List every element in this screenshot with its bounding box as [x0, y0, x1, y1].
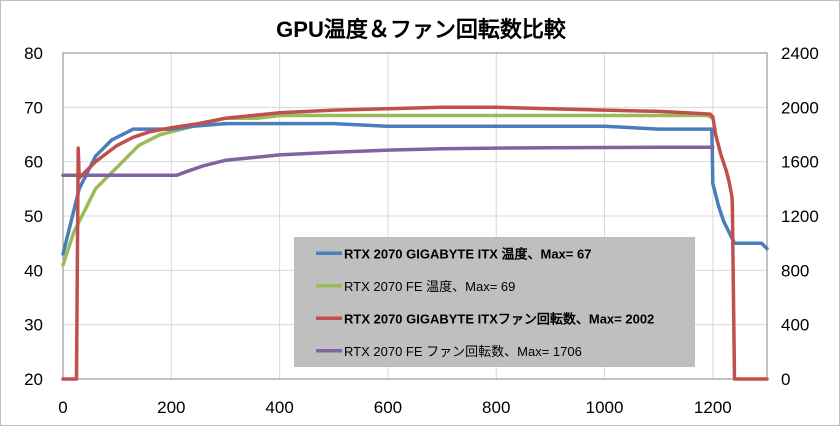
- legend: RTX 2070 GIGABYTE ITX 温度、Max= 67 RTX 2070…: [294, 237, 695, 367]
- x-tick-label: 0: [58, 398, 67, 417]
- x-tick-label: 200: [157, 398, 185, 417]
- y-left-tick-label: 20: [24, 370, 43, 389]
- series-layer: [61, 105, 769, 381]
- legend-label: RTX 2070 FE 温度、Max= 69: [344, 279, 515, 294]
- legend-label: RTX 2070 GIGABYTE ITXファン回転数、Max= 2002: [344, 311, 654, 326]
- y-right-tick-label: 2400: [781, 44, 819, 63]
- y-left-tick-label: 60: [24, 153, 43, 172]
- plot-area-border: [62, 52, 768, 380]
- y-right-tick-label: 800: [781, 261, 809, 280]
- x-tick-label: 800: [482, 398, 510, 417]
- y-right-tick-label: 2000: [781, 98, 819, 117]
- y-right-tick-labels: 0 400 800 1200 1600 2000 2400: [781, 44, 819, 389]
- x-tick-label: 1200: [694, 398, 732, 417]
- series-line-1: [61, 121, 769, 256]
- y-right-tick-label: 1600: [781, 153, 819, 172]
- x-tick-label: 1000: [586, 398, 624, 417]
- y-right-tick-label: 0: [781, 370, 790, 389]
- chart-title: GPU温度＆ファン回転数比較: [276, 17, 567, 42]
- legend-background: [294, 237, 695, 367]
- y-left-tick-label: 50: [24, 207, 43, 226]
- x-tick-label: 400: [265, 398, 293, 417]
- series-line-3: [61, 105, 769, 381]
- y-right-tick-label: 1200: [781, 207, 819, 226]
- y-left-tick-label: 80: [24, 44, 43, 63]
- legend-label: RTX 2070 FE ファン回転数、Max= 1706: [344, 344, 582, 359]
- x-tick-labels: 0 200 400 600 800 1000 1200: [58, 398, 731, 417]
- legend-label: RTX 2070 GIGABYTE ITX 温度、Max= 67: [344, 246, 591, 261]
- x-tick-label: 600: [374, 398, 402, 417]
- y-left-tick-label: 70: [24, 98, 43, 117]
- y-right-tick-label: 400: [781, 316, 809, 335]
- y-left-tick-labels: 20 30 40 50 60 70 80: [24, 44, 43, 389]
- y-left-tick-label: 30: [24, 316, 43, 335]
- series-line-2: [61, 113, 715, 267]
- series-line-4: [61, 145, 715, 178]
- y-left-tick-label: 40: [24, 261, 43, 280]
